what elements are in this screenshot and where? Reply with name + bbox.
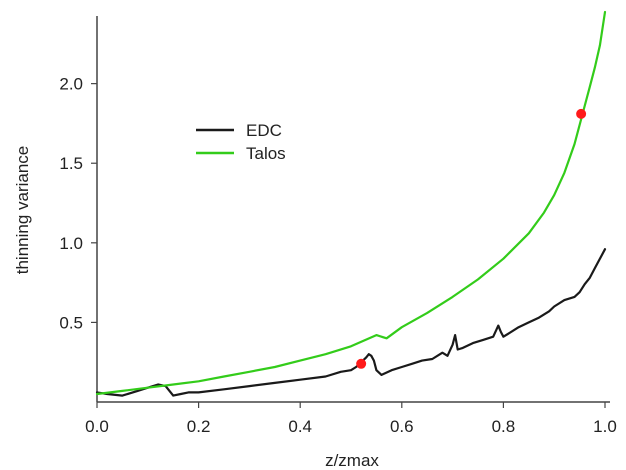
series-layer	[95, 10, 607, 397]
y-tick-label: 1.5	[59, 154, 83, 173]
x-tick-label: 0.4	[288, 417, 312, 436]
y-tick-label: 1.0	[59, 234, 83, 253]
x-tick-label: 1.0	[593, 417, 617, 436]
y-axis-title: thinning variance	[13, 146, 32, 275]
x-tick-label: 0.0	[85, 417, 109, 436]
red-marker-point	[576, 108, 587, 119]
marker-layer	[356, 108, 587, 369]
x-tick-label: 0.8	[492, 417, 516, 436]
x-tick-label: 0.6	[390, 417, 414, 436]
series-line-talos	[95, 10, 607, 396]
y-tick-label: 2.0	[59, 75, 83, 94]
x-tick-label: 0.2	[187, 417, 211, 436]
y-tick-label: 0.5	[59, 313, 83, 332]
red-marker-point	[356, 358, 367, 369]
legend-label-edc: EDC	[246, 121, 282, 140]
legend: EDC Talos	[196, 121, 286, 163]
series-line-edc	[95, 248, 607, 397]
axes	[96, 16, 610, 403]
x-axis-title: z/zmax	[325, 451, 379, 470]
ticks: 0.0 0.2 0.4 0.6 0.8 1.0 0.5 1.0 1.5 2.0	[59, 75, 616, 436]
legend-label-talos: Talos	[246, 144, 286, 163]
